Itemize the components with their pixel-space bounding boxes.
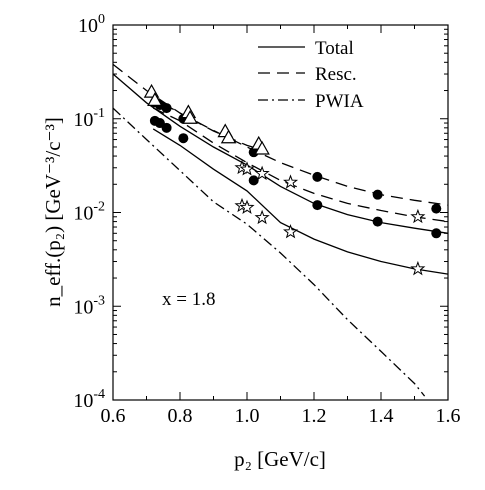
x-tick-label: 1.6 [436, 405, 461, 427]
axis-ticks: 0.6 0.8 1.0 1.2 1.4 1.6 100 10-1 10-2 10-3 10-4 [73, 12, 460, 427]
y-tick-label: 10-1 [73, 106, 105, 131]
x-tick-label: 1.0 [235, 405, 260, 427]
data-point-open-star [254, 165, 270, 181]
legend-label-resc: Resc. [315, 64, 357, 85]
curves [112, 63, 449, 397]
x-tick-label: 1.4 [369, 405, 394, 427]
data-point-filled-circle [372, 189, 383, 200]
curve-total [152, 128, 449, 275]
data-point-open-star [283, 174, 299, 189]
data-point-open-star [254, 209, 270, 225]
y-tick-label: 10-2 [73, 200, 105, 225]
data-point-filled-circle [161, 122, 172, 133]
data-point-open-star [283, 224, 299, 239]
data-point-open-triangle [254, 140, 270, 155]
data-point-filled-circle [178, 133, 189, 144]
data-point-filled-circle [161, 103, 172, 114]
data-point-filled-circle [431, 203, 442, 214]
x-tick-label: 1.2 [302, 405, 327, 427]
legend-label-pwia: PWIA [315, 91, 364, 112]
x-axis-label: p₂ [GeV/c] [234, 447, 326, 471]
data-point-filled-circle [431, 228, 442, 239]
plot-frame [112, 24, 449, 401]
data-point-filled-circle [248, 175, 259, 186]
data-point-filled-circle [312, 171, 323, 182]
data-point-open-star [239, 161, 255, 176]
curve-total [112, 73, 449, 234]
data-point-filled-circle [312, 200, 323, 211]
legend-label-total: Total [315, 38, 354, 59]
annotation-x-value: x = 1.8 [162, 289, 215, 310]
data-point-open-triangle [147, 92, 163, 107]
data-point-open-star [410, 260, 426, 276]
data-point-open-triangle [220, 129, 237, 144]
data-point-open-star [239, 199, 255, 214]
curve-resc [152, 107, 449, 223]
data-point-open-star [410, 208, 426, 224]
data-point-open-triangle [182, 110, 198, 124]
data-markers [143, 83, 442, 276]
curve-resc [162, 103, 449, 206]
x-tick-label: 0.8 [168, 405, 193, 427]
y-tick-label: 100 [78, 12, 105, 37]
x-tick-label: 0.6 [101, 405, 126, 427]
data-point-filled-circle [372, 216, 383, 227]
legend: Total Resc. PWIA [258, 38, 364, 112]
y-tick-label: 10-4 [73, 387, 105, 412]
y-axis-label: n_eff.(p₂) [GeV⁻³/c⁻³] [41, 117, 65, 307]
curve-pwia [112, 107, 426, 397]
y-tick-label: 10-3 [73, 293, 105, 318]
